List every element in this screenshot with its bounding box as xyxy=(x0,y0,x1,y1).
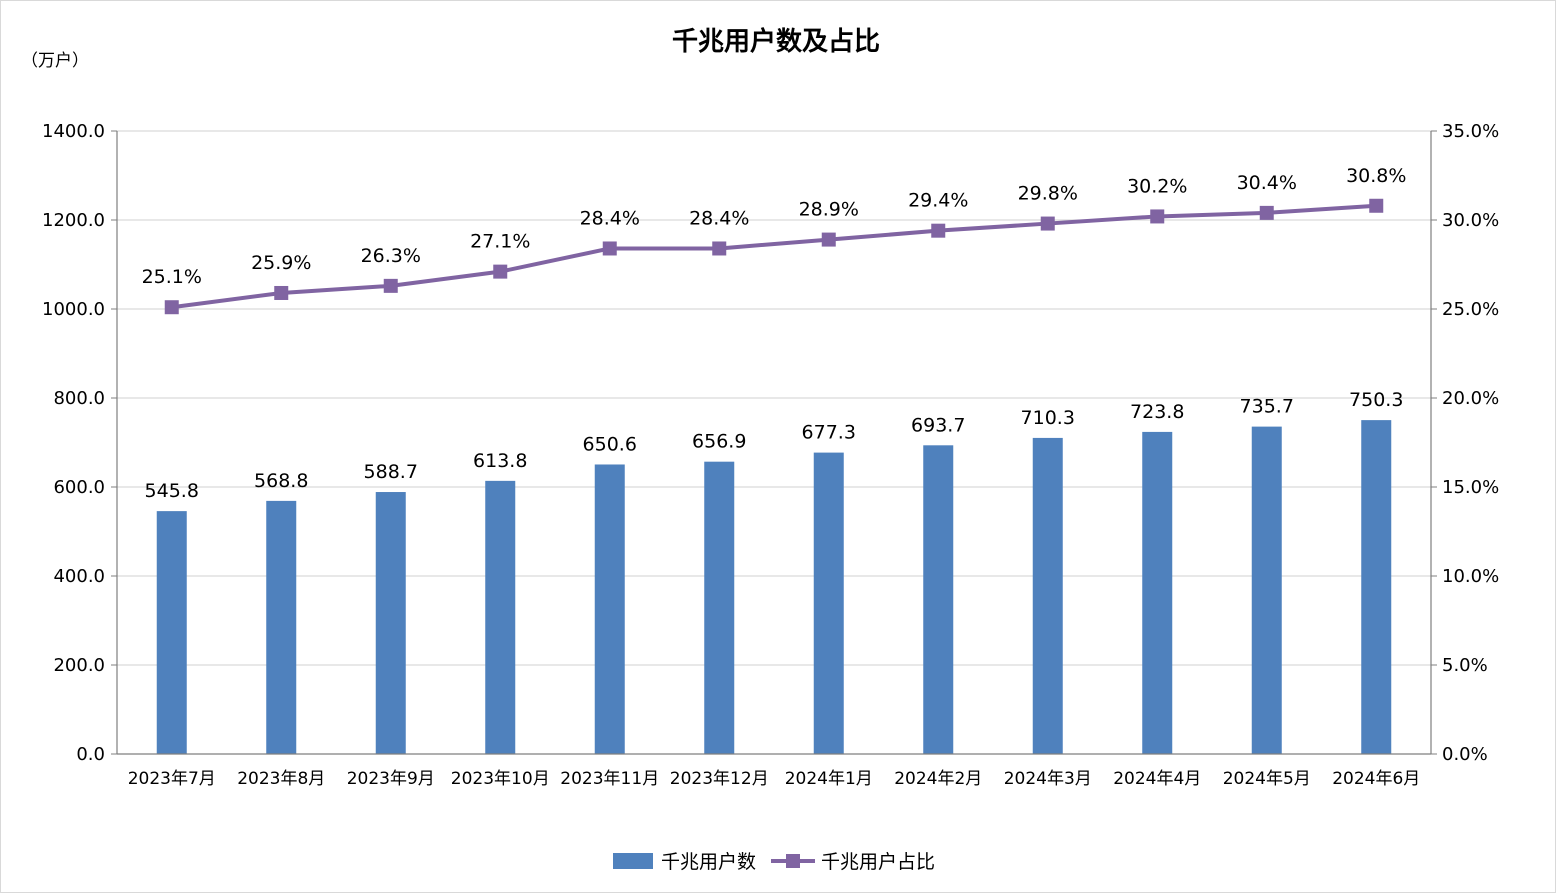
left-axis-tick-label: 1000.0 xyxy=(42,299,105,320)
bar-data-label: 588.7 xyxy=(364,461,418,483)
x-axis-tick-label: 2024年5月 xyxy=(1223,769,1311,789)
x-axis-tick-label: 2023年12月 xyxy=(670,769,769,789)
line-data-label: 29.4% xyxy=(908,190,968,212)
bar-data-label: 613.8 xyxy=(473,450,527,472)
bar-data-label: 723.8 xyxy=(1130,401,1184,423)
bar-data-label: 650.6 xyxy=(583,433,637,455)
right-axis-tick-label: 15.0% xyxy=(1442,477,1499,498)
line-point xyxy=(1150,209,1165,224)
legend-bar-swatch xyxy=(613,853,653,869)
line-point xyxy=(712,241,727,256)
bar-series xyxy=(156,420,1392,754)
bar-data-label: 656.9 xyxy=(692,431,746,453)
line-point xyxy=(493,264,508,279)
gridlines xyxy=(117,130,1431,666)
line-path xyxy=(171,203,1377,310)
line-series xyxy=(164,198,1384,315)
line-data-label: 30.2% xyxy=(1127,175,1187,197)
right-axis-tick-label: 10.0% xyxy=(1442,566,1499,587)
bar xyxy=(923,445,954,754)
line-point xyxy=(1369,198,1384,213)
legend-bar-label: 千兆用户数 xyxy=(661,851,756,873)
bar xyxy=(156,511,187,754)
x-axis-tick-label: 2024年1月 xyxy=(785,769,873,789)
line-point xyxy=(821,232,836,247)
bar-data-label: 735.7 xyxy=(1240,396,1294,418)
bar xyxy=(1032,437,1063,754)
left-axis-tick-label: 600.0 xyxy=(53,477,105,498)
legend-line-marker xyxy=(786,854,800,868)
right-axis-tick-label: 30.0% xyxy=(1442,210,1499,231)
bar-data-label: 710.3 xyxy=(1021,407,1075,429)
left-axis-tick-label: 400.0 xyxy=(53,566,105,587)
x-axis-tick-label: 2023年10月 xyxy=(451,769,550,789)
line-data-label: 30.4% xyxy=(1237,172,1297,194)
data-labels: 545.8 568.8 588.7 613.8 650.6 656.9 677.3 693.7… xyxy=(142,165,1407,502)
axes: 0.0 200.0 400.0 600.0 800.0 1000.0 1200.0 1400.… xyxy=(42,121,1499,789)
line-point xyxy=(931,223,946,238)
line-data-label: 29.8% xyxy=(1018,183,1078,205)
x-axis-tick-label: 2023年8月 xyxy=(237,769,325,789)
x-axis-tick-label: 2024年2月 xyxy=(894,769,982,789)
x-axis-tick-label: 2023年7月 xyxy=(128,769,216,789)
bar xyxy=(485,480,516,754)
x-axis-tick-label: 2024年4月 xyxy=(1113,769,1201,789)
left-axis-tick-label: 0.0 xyxy=(76,744,105,765)
line-point xyxy=(1259,205,1274,220)
line-data-label: 25.9% xyxy=(251,252,311,274)
bar xyxy=(375,492,406,754)
right-axis-tick-label: 0.0% xyxy=(1442,744,1488,765)
line-point xyxy=(274,285,289,300)
bar-data-label: 677.3 xyxy=(802,422,856,444)
bar xyxy=(1142,431,1173,754)
bar-data-label: 750.3 xyxy=(1349,389,1403,411)
bar-data-label: 693.7 xyxy=(911,414,965,436)
bar xyxy=(594,464,625,754)
x-axis-tick-label: 2024年6月 xyxy=(1332,769,1420,789)
line-data-label: 28.4% xyxy=(580,207,640,229)
x-axis-tick-label: 2023年11月 xyxy=(560,769,659,789)
x-axis-tick-label: 2024年3月 xyxy=(1004,769,1092,789)
left-axis-tick-label: 1400.0 xyxy=(42,121,105,142)
line-data-label: 26.3% xyxy=(361,245,421,267)
line-point xyxy=(164,300,179,315)
bar xyxy=(1251,426,1282,754)
bar-data-label: 568.8 xyxy=(254,470,308,492)
line-data-label: 28.4% xyxy=(689,207,749,229)
legend: 千兆用户数 千兆用户占比 xyxy=(613,851,935,873)
line-data-label: 30.8% xyxy=(1346,165,1406,187)
chart-title: 千兆用户数及占比 xyxy=(672,26,880,57)
bar xyxy=(704,461,735,754)
line-point xyxy=(602,241,617,256)
bar xyxy=(1361,420,1392,754)
right-axis-tick-label: 35.0% xyxy=(1442,121,1499,142)
line-data-label: 25.1% xyxy=(142,266,202,288)
line-point xyxy=(383,278,398,293)
right-axis-tick-label: 25.0% xyxy=(1442,299,1499,320)
bar xyxy=(266,500,297,754)
right-axis-tick-label: 5.0% xyxy=(1442,655,1488,676)
left-axis-tick-label: 200.0 xyxy=(53,655,105,676)
line-data-label: 28.9% xyxy=(799,199,859,221)
line-point xyxy=(1040,216,1055,231)
legend-line-label: 千兆用户占比 xyxy=(821,851,935,873)
bar-data-label: 545.8 xyxy=(145,480,199,502)
left-axis-tick-label: 800.0 xyxy=(53,388,105,409)
left-axis-unit: （万户） xyxy=(21,51,89,71)
x-axis-tick-label: 2023年9月 xyxy=(347,769,435,789)
right-axis-tick-label: 20.0% xyxy=(1442,388,1499,409)
line-data-label: 27.1% xyxy=(470,231,530,253)
bar xyxy=(813,452,844,754)
left-axis-tick-label: 1200.0 xyxy=(42,210,105,231)
